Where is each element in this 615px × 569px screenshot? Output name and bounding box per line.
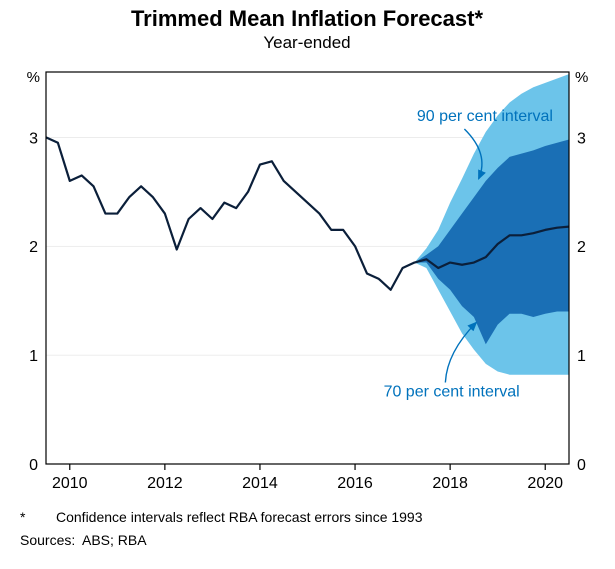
y-tick-label: 2 [577,239,586,256]
y-ticks-right: 0 1 2 3 [577,130,586,474]
sources-text: ABS; RBA [82,532,147,548]
annotation-90-label: 90 per cent interval [417,108,553,125]
y-tick-label: 0 [29,457,38,474]
sources-label: Sources: [20,532,75,548]
y-unit-right: % [575,69,588,86]
y-tick-label: 3 [29,130,38,147]
y-unit-left: % [27,69,40,86]
x-tick-label: 2016 [337,475,373,492]
chart-title: Trimmed Mean Inflation Forecast* [131,6,484,31]
x-tick-label: 2014 [242,475,278,492]
footnote-mark: * [20,509,26,525]
y-ticks-left: 0 1 2 3 [29,130,38,474]
plot-area [46,72,569,470]
y-tick-label: 1 [577,348,586,365]
x-tick-label: 2010 [52,475,88,492]
y-tick-label: 0 [577,457,586,474]
y-tick-label: 2 [29,239,38,256]
x-tick-label: 2020 [527,475,563,492]
footnote-text: Confidence intervals reflect RBA forecas… [56,509,423,525]
y-tick-label: 1 [29,348,38,365]
x-tick-label: 2018 [432,475,468,492]
chart-subtitle: Year-ended [263,33,350,52]
annotation-70-label: 70 per cent interval [384,383,520,400]
x-tick-label: 2012 [147,475,183,492]
y-tick-label: 3 [577,130,586,147]
x-ticks: 2010 2012 2014 2016 2018 2020 [52,475,563,492]
